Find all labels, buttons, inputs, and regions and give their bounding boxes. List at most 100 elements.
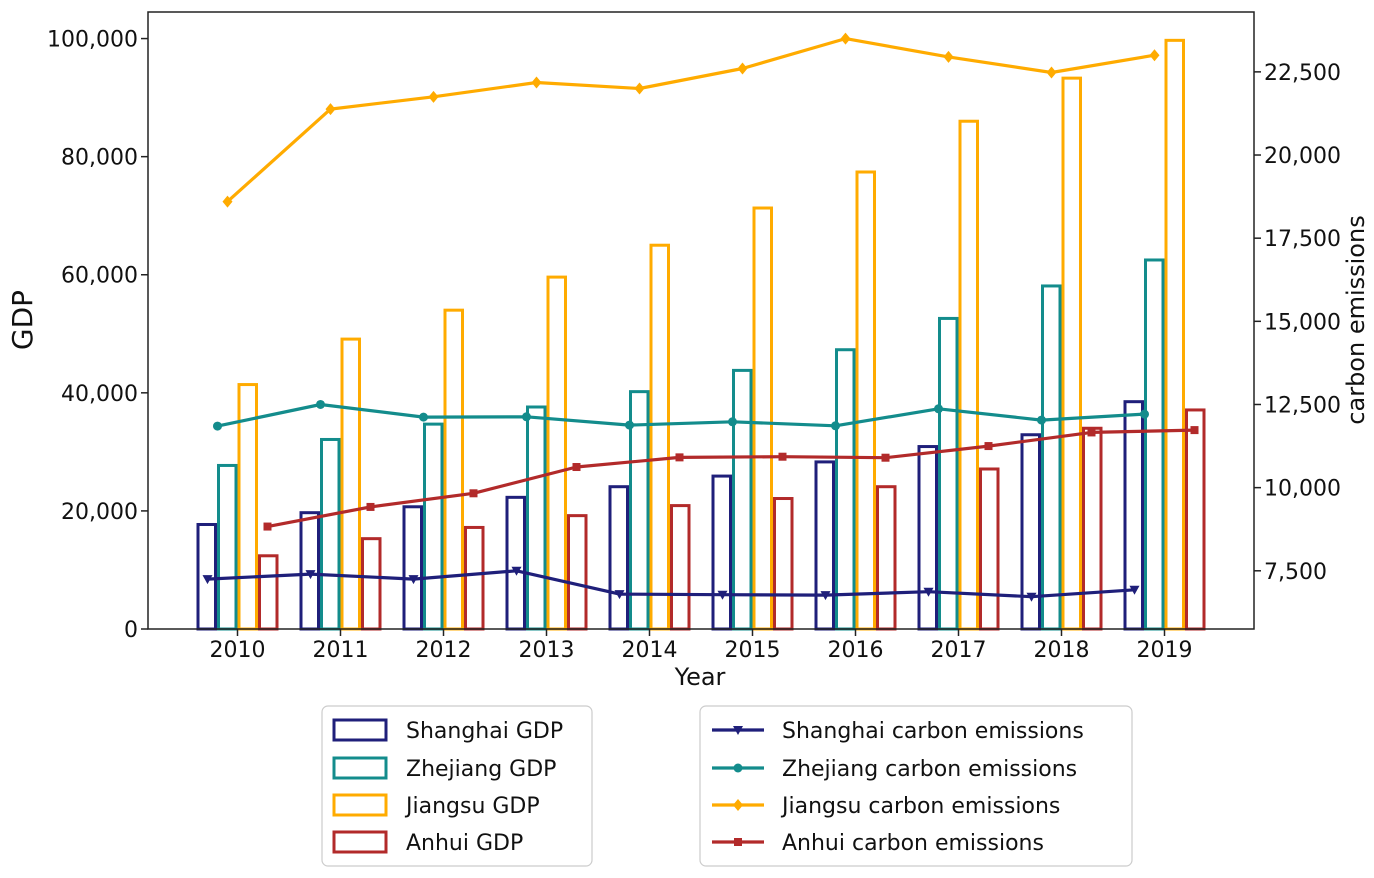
marker-jiangsu-carbon-emissions-2011	[325, 103, 336, 116]
bar-shanghai-gdp-2016	[814, 460, 835, 631]
legend-label-shanghai-gdp: Shanghai GDP	[406, 719, 563, 744]
x-axis-title: Year	[674, 663, 726, 691]
marker-anhui-carbon-emissions-2016	[881, 453, 890, 462]
marker-zhejiang-carbon-emissions-2015	[728, 417, 737, 427]
bar-jiangsu-gdp-2019	[1164, 38, 1185, 631]
y-axis-title: GDP	[6, 290, 39, 350]
marker-zhejiang-carbon-emissions-2017	[934, 404, 943, 414]
legend-right-box	[699, 705, 1133, 867]
x-tick-label-2018: 2018	[1034, 638, 1090, 663]
y2-tick-label-15000: 15,000	[1264, 310, 1341, 335]
y2-tick-label-10000: 10,000	[1264, 477, 1341, 502]
y-tick-label-60000: 60,000	[61, 264, 138, 289]
bar-anhui-gdp-2010	[258, 554, 279, 631]
bar-zhejiang-gdp-2019	[1144, 258, 1165, 631]
marker-jiangsu-carbon-emissions-2019	[1149, 49, 1160, 62]
marker-anhui-carbon-emissions-2013	[572, 463, 581, 472]
marker-zhejiang-carbon-emissions-2012	[419, 412, 428, 422]
bar-zhejiang-gdp-2017	[938, 316, 959, 631]
marker-anhui-carbon-emissions-2018	[1087, 428, 1096, 437]
x-tick-label-2011: 2011	[313, 638, 369, 663]
marker-shanghai-carbon-emissions-2016	[820, 591, 831, 601]
legend-label-shanghai-carbon-emissions: Shanghai carbon emissions	[782, 719, 1084, 744]
legend-swatch-anhui-gdp	[332, 830, 388, 854]
marker-jiangsu-carbon-emissions-2017	[943, 50, 954, 63]
bar-zhejiang-gdp-2013	[526, 405, 547, 631]
y-tick-label-0: 0	[124, 618, 138, 643]
x-tick-label-2016: 2016	[828, 638, 884, 663]
bar-jiangsu-gdp-2014	[649, 243, 670, 631]
line-zhejiang-carbon-emissions	[217, 402, 1145, 428]
bar-anhui-gdp-2012	[464, 525, 485, 631]
bar-jiangsu-gdp-2018	[1061, 76, 1082, 631]
y-tick-label-40000: 40,000	[61, 382, 138, 407]
marker-jiangsu-carbon-emissions-2018	[1046, 66, 1057, 79]
marker-zhejiang-carbon-emissions-2016	[831, 421, 840, 431]
line-shanghai-carbon-emissions	[207, 569, 1135, 599]
marker-shanghai-carbon-emissions-2011	[305, 570, 316, 580]
marker-anhui-carbon-emissions-2019	[1190, 426, 1199, 435]
bar-jiangsu-gdp-2012	[443, 308, 464, 631]
y2-tick-label-7500: 7,500	[1264, 560, 1327, 585]
marker-jiangsu-carbon-emissions-2015	[737, 62, 748, 75]
bar-jiangsu-gdp-2013	[546, 275, 567, 631]
marker-zhejiang-carbon-emissions-2019	[1140, 409, 1149, 419]
bar-anhui-gdp-2011	[361, 537, 382, 631]
bar-shanghai-gdp-2012	[402, 505, 423, 631]
bar-zhejiang-gdp-2016	[835, 348, 856, 631]
legend-label-zhejiang-gdp: Zhejiang GDP	[406, 757, 556, 782]
marker-shanghai-carbon-emissions-2014	[614, 590, 625, 600]
x-tick-label-2012: 2012	[416, 638, 472, 663]
bar-anhui-gdp-2013	[567, 514, 588, 631]
legend-swatch-jiangsu-gdp	[332, 793, 388, 817]
marker-zhejiang-carbon-emissions-2011	[316, 399, 325, 409]
marker-shanghai-carbon-emissions-2018	[1026, 592, 1037, 602]
marker-jiangsu-carbon-emissions-2014	[634, 82, 645, 95]
bar-zhejiang-gdp-2010	[217, 463, 238, 631]
bar-zhejiang-gdp-2012	[423, 422, 444, 631]
marker-shanghai-carbon-emissions-2012	[408, 575, 419, 585]
marker-shanghai-carbon-emissions-2013	[511, 566, 522, 576]
y2-tick-label-17500: 17,500	[1264, 227, 1341, 252]
marker-zhejiang-carbon-emissions-2010	[213, 421, 222, 431]
marker-shanghai-carbon-emissions-2017	[923, 587, 934, 597]
bar-anhui-gdp-2014	[670, 504, 691, 631]
y-tick-label-80000: 80,000	[61, 146, 138, 171]
bar-zhejiang-gdp-2015	[732, 368, 753, 631]
y2-tick-label-20000: 20,000	[1264, 144, 1341, 169]
legend-marker-shanghai-carbon-emissions	[733, 726, 743, 735]
y2-tick-label-12500: 12,500	[1264, 393, 1341, 418]
x-tick-label-2014: 2014	[622, 638, 678, 663]
marker-jiangsu-carbon-emissions-2013	[531, 76, 542, 89]
marker-shanghai-carbon-emissions-2015	[717, 590, 728, 600]
legend-left-box	[321, 705, 593, 867]
marker-shanghai-carbon-emissions-2010	[202, 575, 213, 585]
legend-label-jiangsu-carbon-emissions: Jiangsu carbon emissions	[780, 794, 1060, 819]
bar-anhui-gdp-2019	[1185, 408, 1206, 631]
y2-axis-title: carbon emissions	[1342, 215, 1370, 424]
bar-zhejiang-gdp-2011	[320, 437, 341, 631]
bar-shanghai-gdp-2019	[1123, 400, 1144, 631]
legend-label-anhui-carbon-emissions: Anhui carbon emissions	[782, 831, 1044, 856]
legend-marker-zhejiang-carbon-emissions	[733, 763, 743, 773]
bar-shanghai-gdp-2014	[608, 485, 629, 631]
x-tick-label-2010: 2010	[210, 638, 266, 663]
x-tick-label-2015: 2015	[725, 638, 781, 663]
bar-shanghai-gdp-2013	[505, 495, 526, 631]
marker-jiangsu-carbon-emissions-2016	[840, 32, 851, 45]
bar-shanghai-gdp-2017	[917, 445, 938, 631]
marker-zhejiang-carbon-emissions-2018	[1037, 415, 1046, 425]
line-anhui-carbon-emissions	[267, 428, 1195, 529]
y-tick-label-100000: 100,000	[47, 28, 138, 53]
bar-anhui-gdp-2017	[979, 467, 1000, 631]
legend-marker-jiangsu-carbon-emissions	[733, 799, 743, 811]
legend-marker-anhui-carbon-emissions	[734, 838, 742, 846]
bar-jiangsu-gdp-2011	[340, 337, 361, 631]
legend-label-zhejiang-carbon-emissions: Zhejiang carbon emissions	[782, 757, 1077, 782]
marker-zhejiang-carbon-emissions-2013	[522, 412, 531, 422]
x-tick-label-2013: 2013	[519, 638, 575, 663]
marker-shanghai-carbon-emissions-2019	[1129, 585, 1140, 595]
marker-anhui-carbon-emissions-2012	[469, 489, 478, 498]
legend-swatch-shanghai-gdp	[332, 718, 388, 742]
